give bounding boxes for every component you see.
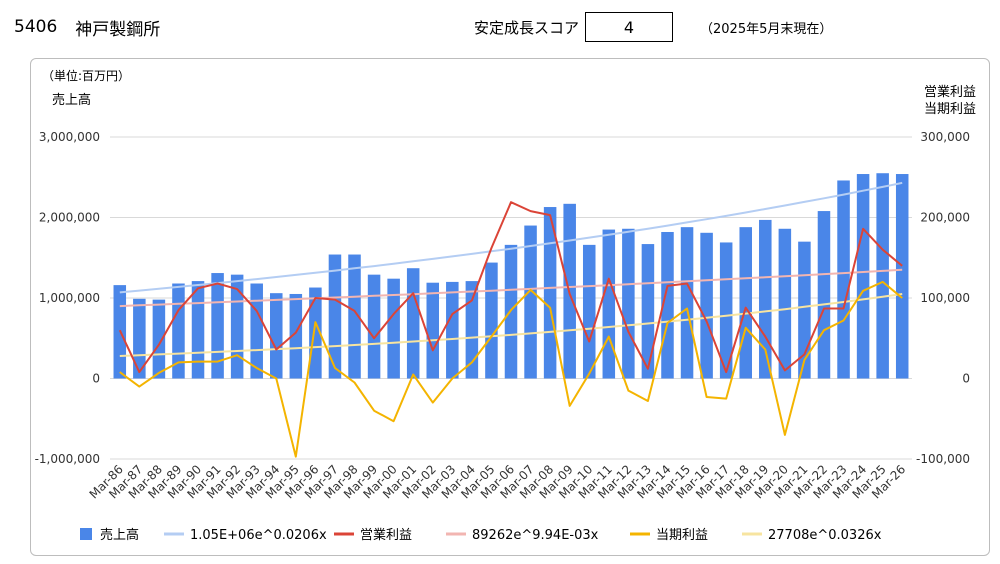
legend-label: 当期利益 (656, 528, 708, 543)
y-right-tick-label: 0 (962, 372, 970, 386)
bar (211, 273, 224, 379)
legend-label: 売上高 (100, 527, 139, 543)
bar (700, 232, 713, 379)
bar (661, 231, 674, 379)
bar (152, 299, 166, 379)
y-left-tick-label: 2,000,000 (39, 211, 100, 225)
bar (406, 268, 420, 379)
chart-frame (30, 58, 990, 556)
bar (270, 293, 283, 379)
bar (348, 254, 361, 379)
y-left-tick-label: 0 (92, 372, 100, 386)
y-right-axis-label: 当期利益 (924, 102, 976, 117)
y-right-tick-label: 300,000 (920, 130, 970, 144)
trend-line (119, 181, 903, 294)
bar (582, 244, 596, 379)
company-title: 5406 神戸製鋼所 (14, 10, 178, 44)
stability-score: 安定成長スコア 4 (474, 10, 674, 44)
series-line (118, 201, 903, 374)
y-right-axis-label: 営業利益 (924, 84, 976, 100)
bar (622, 228, 635, 379)
bar (367, 274, 381, 379)
y-right-tick-label: -100,000 (916, 452, 970, 466)
bar (895, 174, 909, 379)
trend-line (119, 293, 903, 357)
bar (602, 229, 616, 379)
bar (817, 211, 831, 379)
bar (543, 207, 557, 379)
bar (465, 281, 479, 379)
legend-swatch (80, 528, 92, 540)
score-box: 4 (585, 12, 674, 42)
bar (387, 278, 400, 379)
bar (191, 281, 205, 379)
y-right-tick-label: 100,000 (920, 291, 970, 305)
series-line (119, 280, 903, 458)
company-name: 神戸製鋼所 (75, 19, 161, 40)
bar (641, 244, 655, 379)
bar (524, 225, 537, 379)
bar (778, 228, 792, 379)
y-right-tick-label: 200,000 (920, 211, 970, 225)
legend-label: 営業利益 (360, 527, 412, 543)
bar (837, 180, 850, 379)
bar (289, 293, 303, 379)
bar (876, 173, 889, 379)
score-label: 安定成長スコア (474, 18, 580, 37)
bar (485, 262, 498, 379)
bar (759, 219, 772, 379)
bar (133, 298, 146, 379)
bar (426, 282, 440, 379)
y-left-tick-label: 1,000,000 (39, 291, 100, 305)
trend-line (119, 268, 903, 308)
bar (446, 281, 459, 379)
bar (856, 174, 870, 379)
legend-label: 89262e^9.94E-03x (472, 528, 599, 543)
bar (309, 287, 322, 379)
bar (739, 227, 752, 379)
score-value: 4 (623, 17, 635, 37)
legend-label: 27708e^0.0326x (768, 528, 882, 543)
as-of-date: （2025年5月末現在） (700, 21, 833, 37)
company-code: 5406 (14, 17, 58, 37)
y-left-tick-label: 3,000,000 (39, 130, 100, 144)
y-left-axis-label: 売上高 (52, 92, 91, 108)
bar (719, 242, 733, 379)
unit-label: （単位:百万円） (42, 68, 130, 83)
bar (328, 254, 342, 379)
legend-label: 1.05E+06e^0.0206x (190, 528, 327, 543)
bar (680, 227, 694, 379)
y-left-tick-label: -1,000,000 (35, 452, 100, 466)
